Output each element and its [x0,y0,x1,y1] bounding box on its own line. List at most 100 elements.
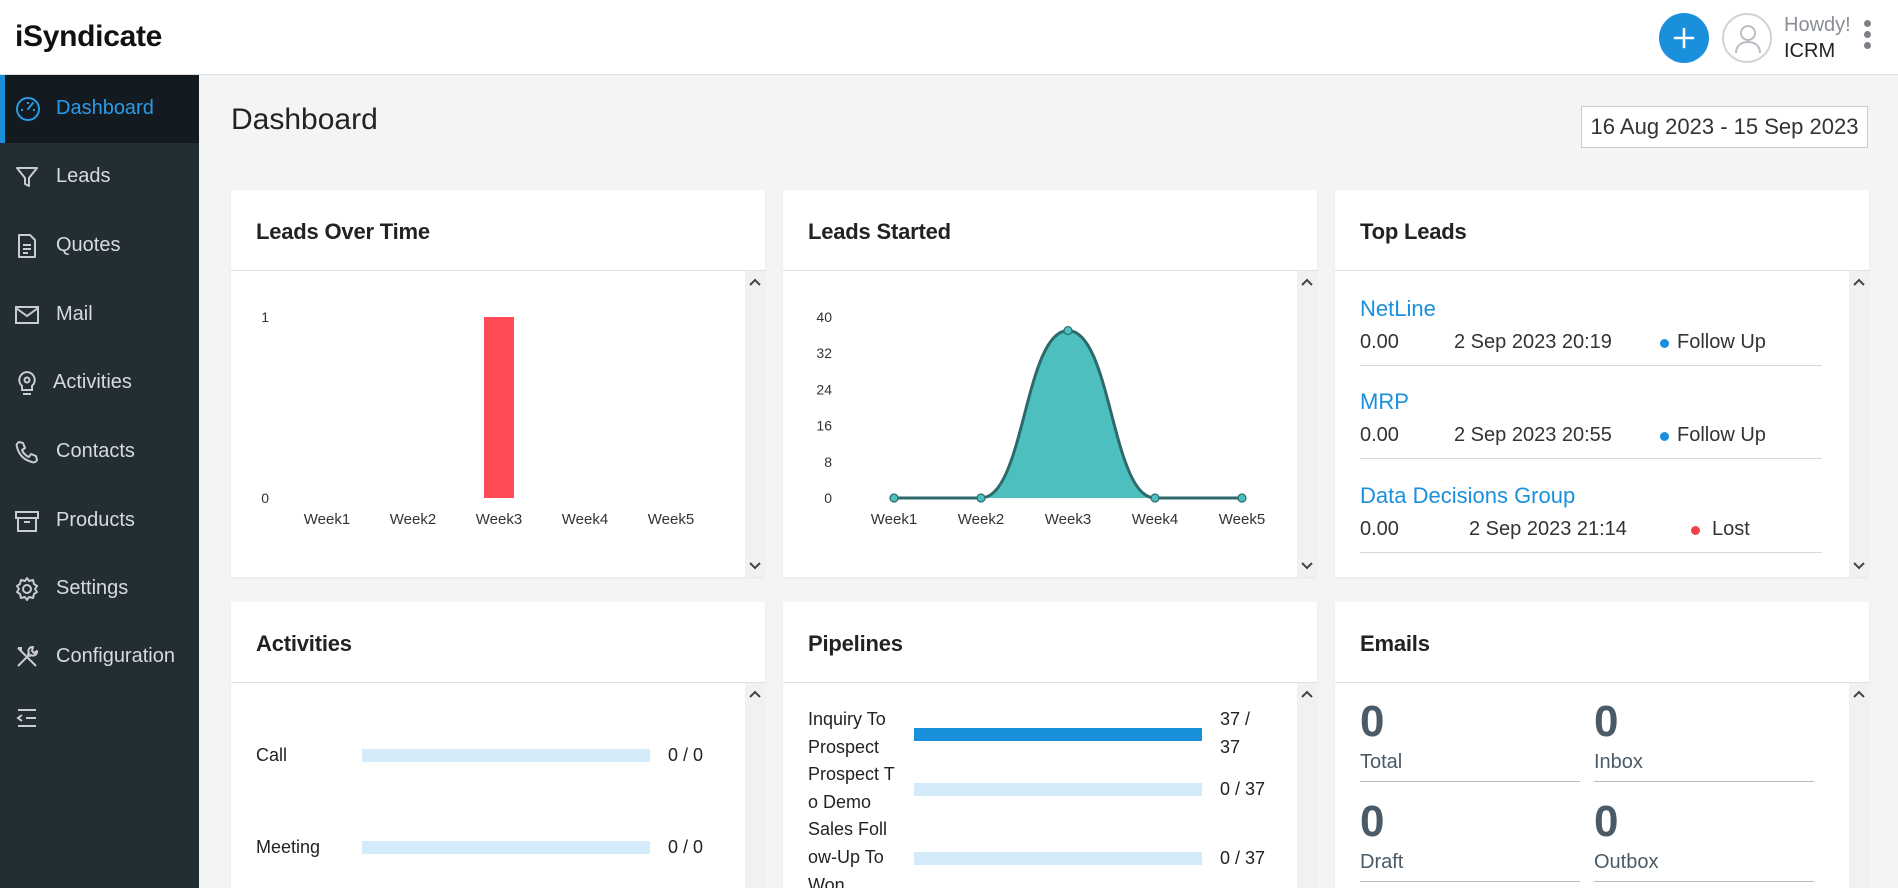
pipeline-count: 0 / 37 [1220,779,1266,799]
lead-link-data-decisions-group[interactable]: Data Decisions Group [1360,483,1576,508]
scrollbar[interactable] [1849,683,1869,888]
card-leads-started: Leads Started 0 8 16 24 32 40 Week1 Week2 Week3 W… [783,190,1317,577]
x-tick-label: Week4 [1132,511,1178,528]
dashboard-icon [16,97,40,121]
sidebar-item-configuration[interactable]: Configuration [0,623,199,691]
card-title: Pipelines [808,631,903,656]
scroll-down-icon[interactable] [1301,561,1313,571]
scroll-up-icon[interactable] [1301,689,1313,699]
x-tick-label: Week3 [1045,511,1091,528]
divider [1360,881,1580,882]
y-tick-label: 40 [816,309,832,325]
sidebar: Dashboard Leads Quotes Mail Activities C… [0,75,199,888]
lead-link-netline[interactable]: NetLine [1360,296,1436,321]
lead-value: 0.00 [1360,331,1399,353]
sidebar-item-label: Settings [56,577,129,599]
scrollbar[interactable] [1297,271,1317,577]
more-menu-icon[interactable] [1860,20,1874,56]
data-point [889,493,899,503]
sidebar-item-label: Dashboard [56,97,154,119]
data-point [1150,493,1160,503]
sidebar-item-label: Activities [53,371,132,393]
sidebar-item-label: Quotes [56,234,121,256]
lead-status: Lost [1712,518,1750,540]
lead-value: 0.00 [1360,518,1399,540]
scrollbar[interactable] [1297,683,1317,888]
lead-value: 0.00 [1360,424,1399,446]
tools-icon [17,645,39,667]
sidebar-item-settings[interactable]: Settings [0,555,199,623]
sidebar-item-label: Mail [56,303,93,325]
progress-fill [914,728,1202,741]
scroll-up-icon[interactable] [1301,277,1313,287]
user-icon [1735,25,1761,54]
add-button[interactable] [1659,13,1709,63]
user-name: ICRM [1784,40,1836,62]
scrollbar[interactable] [1849,271,1869,577]
collapse-sidebar-icon[interactable] [14,705,40,731]
divider [1360,781,1580,782]
x-tick-label: Week5 [648,511,694,528]
y-tick-label: 1 [261,309,269,325]
card-title: Leads Started [808,219,951,244]
activity-count: 0 / 0 [668,745,704,765]
sidebar-item-contacts[interactable]: Contacts [0,418,199,486]
email-total-count: 0 [1360,697,1385,746]
lead-link-mrp[interactable]: MRP [1360,389,1409,414]
email-draft-count: 0 [1360,797,1385,846]
document-icon [18,234,36,258]
activity-label: Meeting [256,837,321,857]
y-tick-label: 8 [824,454,832,470]
scrollbar[interactable] [745,683,765,888]
y-tick-label: 16 [816,418,832,434]
card-title: Emails [1360,631,1430,656]
y-tick-label: 24 [816,381,832,397]
sidebar-item-leads[interactable]: Leads [0,143,199,211]
lead-date: 2 Sep 2023 20:55 [1454,424,1612,446]
progress-bar [362,749,650,762]
avatar[interactable] [1722,13,1772,63]
status-dot [1660,339,1669,348]
scroll-up-icon[interactable] [749,689,761,699]
card-leads-over-time: Leads Over Time 0 1 Week1 Week2 Week3 Week4 We… [231,190,765,577]
scroll-up-icon[interactable] [1853,277,1865,287]
sidebar-item-label: Products [56,509,135,531]
archive-icon [15,511,39,532]
area-fill [894,330,1242,498]
bar [484,317,514,498]
pipeline-label: Prospect To Demo [808,764,895,812]
sidebar-item-quotes[interactable]: Quotes [0,212,199,280]
email-inbox-label: Inbox [1594,751,1643,773]
scrollbar[interactable] [745,271,765,577]
card-activities: Activities Call 0 / 0 Meeting 0 / 0 [231,602,765,888]
progress-bar [362,841,650,854]
divider [1360,365,1822,366]
sidebar-item-products[interactable]: Products [0,487,199,555]
email-total-label: Total [1360,751,1403,773]
scroll-down-icon[interactable] [1853,561,1865,571]
date-range-picker[interactable]: 16 Aug 2023 - 15 Sep 2023 [1581,106,1868,148]
sidebar-item-mail[interactable]: Mail [0,281,199,349]
card-emails: Emails 0 Total 0 Inbox 0 Draft 0 Outbox [1335,602,1869,888]
status-dot [1691,526,1700,535]
activity-label: Call [256,745,288,765]
activity-count: 0 / 0 [668,837,704,857]
scroll-up-icon[interactable] [1853,689,1865,699]
x-tick-label: Week1 [304,511,350,528]
y-tick-label: 0 [261,490,269,506]
scroll-down-icon[interactable] [749,561,761,571]
card-title: Leads Over Time [256,219,430,244]
filter-icon [16,167,38,187]
app-brand[interactable]: iSyndicate [15,20,163,53]
progress-bar [914,728,1202,741]
x-tick-label: Week4 [562,511,608,528]
sidebar-item-activities[interactable]: Activities [0,349,199,417]
scroll-up-icon[interactable] [749,277,761,287]
data-point [1063,325,1073,336]
pipeline-label: Inquiry To Prospect [808,709,886,757]
leads-started-chart: 0 8 16 24 32 40 Week1 Week2 Week3 Week4 Week5 [816,309,1265,528]
email-inbox-count: 0 [1594,697,1619,746]
pipeline-label: Sales Follow-Up To Won [808,819,888,888]
sidebar-item-dashboard[interactable]: Dashboard [0,75,199,143]
plus-icon [1673,27,1695,49]
